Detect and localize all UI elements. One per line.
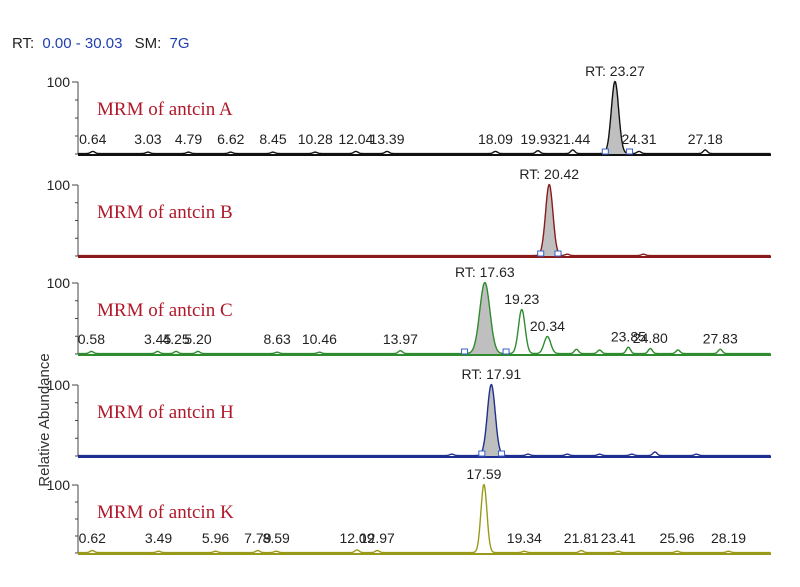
integration-marker bbox=[478, 450, 486, 457]
peak-rt-label: 3.49 bbox=[145, 530, 172, 546]
peak-rt-label: 3.03 bbox=[134, 131, 161, 147]
series-trace bbox=[78, 183, 771, 257]
integrated-area bbox=[464, 282, 507, 354]
integration-marker bbox=[461, 348, 469, 355]
peak-rt-label: 12.04 bbox=[338, 131, 373, 147]
peak-rt-label: 28.19 bbox=[711, 530, 746, 546]
integrated-area bbox=[540, 184, 558, 256]
peak-rt-label: 5.20 bbox=[184, 331, 211, 347]
integration-marker bbox=[601, 148, 609, 155]
peak-rt-label: 23.85 bbox=[611, 329, 646, 345]
peak-rt-label: 19.93 bbox=[520, 131, 555, 147]
peak-rt-label: 10.46 bbox=[302, 331, 337, 347]
header-sm-value: 7G bbox=[169, 35, 189, 52]
peak-rt-label: 3.45 bbox=[144, 331, 171, 347]
panel-3: 100 0.58 3.454.255.20 8.63 10.46 13.97 19.23 20… bbox=[47, 264, 771, 356]
peak-rt-label: 12.09 bbox=[339, 530, 374, 546]
header-sm-label: SM: bbox=[135, 35, 162, 52]
peak-rt-label: 0.64 bbox=[79, 131, 106, 147]
peak-rt-label: 6.62 bbox=[217, 131, 244, 147]
peak-rt-label: 8.59 bbox=[263, 530, 290, 546]
peak-rt-label: 19.23 bbox=[504, 291, 539, 307]
panel-2: 100 RT: 20.42 MRM of antcin B bbox=[47, 166, 771, 258]
peak-rt-label: 23.41 bbox=[601, 530, 636, 546]
integration-marker bbox=[502, 348, 510, 355]
integration-marker bbox=[497, 450, 505, 457]
header-rt-label: RT: bbox=[12, 35, 34, 52]
peak-rt-label: 13.97 bbox=[383, 331, 418, 347]
main-peak-label: RT: 17.63 bbox=[455, 264, 515, 280]
header-line: RT: 0.00 - 30.03 SM: 7G bbox=[12, 35, 190, 52]
integrated-area bbox=[481, 384, 502, 456]
panel-title: MRM of antcin B bbox=[97, 202, 233, 223]
header-rt-range: 0.00 - 30.03 bbox=[42, 35, 122, 52]
y-tick-label: 100 bbox=[47, 275, 71, 291]
main-peak-label: RT: 20.42 bbox=[519, 166, 579, 182]
series-trace bbox=[78, 383, 771, 457]
y-tick-label: 100 bbox=[47, 74, 71, 90]
peak-rt-label: 19.34 bbox=[507, 530, 542, 546]
peak-rt-label: 27.18 bbox=[688, 131, 723, 147]
panel-title: MRM of antcin H bbox=[97, 402, 234, 423]
peak-rt-label: 18.09 bbox=[478, 131, 513, 147]
series-trace bbox=[78, 483, 771, 554]
peak-rt-label: 5.96 bbox=[202, 530, 229, 546]
series-trace bbox=[78, 281, 771, 355]
panel-title: MRM of antcin A bbox=[97, 99, 233, 120]
integration-marker bbox=[626, 148, 634, 155]
peak-rt-label: 10.28 bbox=[298, 131, 333, 147]
main-peak-label: RT: 17.91 bbox=[461, 366, 521, 382]
peak-rt-label: 8.45 bbox=[259, 131, 286, 147]
peak-rt-label: 0.62 bbox=[79, 530, 106, 546]
main-peak-label: 17.59 bbox=[466, 466, 501, 482]
panel-4: 100 RT: 17.91 MRM of antcin H bbox=[47, 366, 771, 458]
peak-rt-label: 0.58 bbox=[78, 331, 105, 347]
peak-rt-label: 12.97 bbox=[360, 530, 395, 546]
peak-rt-label: 13.39 bbox=[369, 131, 404, 147]
integration-marker bbox=[537, 250, 545, 257]
y-tick-label: 100 bbox=[47, 377, 71, 393]
y-tick-label: 100 bbox=[47, 477, 71, 493]
panel-title: MRM of antcin K bbox=[97, 502, 234, 523]
y-tick-label: 100 bbox=[47, 177, 71, 193]
peak-rt-label: 7.79 bbox=[244, 530, 271, 546]
peak-rt-label: 4.25 bbox=[162, 331, 189, 347]
y-axis-label: Relative Abundance bbox=[36, 353, 53, 486]
peak-rt-label: 21.81 bbox=[564, 530, 599, 546]
peak-rt-label: 20.34 bbox=[530, 318, 565, 334]
peak-rt-label: 27.83 bbox=[703, 331, 738, 347]
panel-title: MRM of antcin C bbox=[97, 300, 233, 321]
integration-marker bbox=[554, 250, 562, 257]
peak-rt-label: 8.63 bbox=[264, 331, 291, 347]
integrated-area bbox=[605, 81, 630, 154]
series-trace bbox=[78, 80, 771, 155]
peak-rt-label: 25.96 bbox=[660, 530, 695, 546]
peak-rt-label: 24.31 bbox=[621, 131, 656, 147]
peak-rt-label: 4.79 bbox=[175, 131, 202, 147]
peak-rt-label: 24.80 bbox=[633, 330, 668, 346]
peak-rt-label: 21.44 bbox=[555, 131, 590, 147]
main-peak-label: RT: 23.27 bbox=[585, 63, 645, 79]
